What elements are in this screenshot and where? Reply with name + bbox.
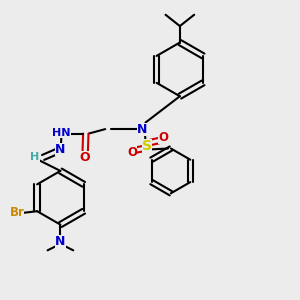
Text: N: N	[55, 236, 66, 248]
Text: N: N	[55, 143, 66, 156]
Text: O: O	[128, 146, 137, 159]
Text: O: O	[79, 151, 90, 164]
Text: S: S	[142, 139, 152, 152]
Text: HN: HN	[52, 128, 70, 138]
Text: Br: Br	[9, 206, 24, 219]
Text: O: O	[158, 131, 168, 144]
Text: N: N	[137, 123, 148, 136]
Text: H: H	[30, 152, 40, 163]
